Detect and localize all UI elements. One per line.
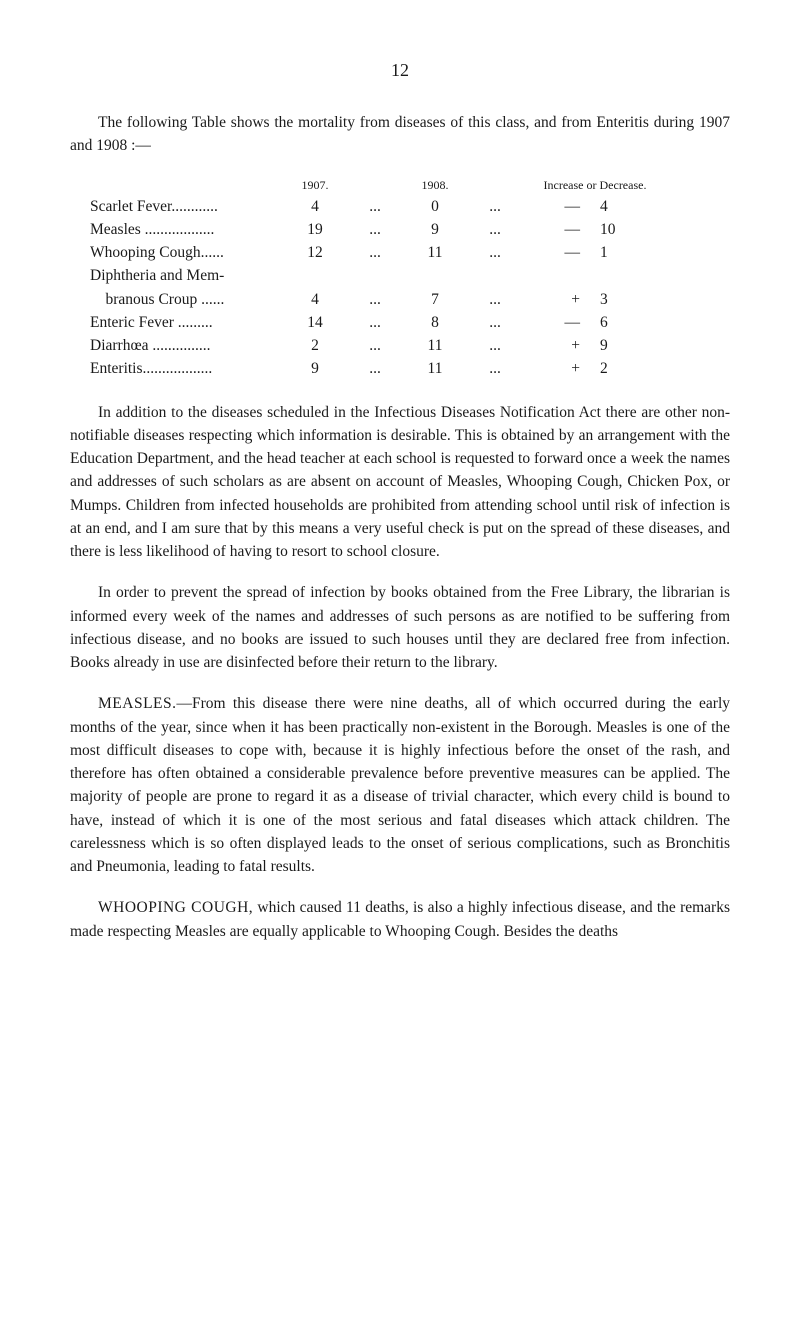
row-sign: — (520, 195, 590, 218)
row-label: Diarrhœa ............... (90, 334, 280, 357)
row-label: Measles .................. (90, 218, 280, 241)
row-val-1907: 2 (280, 334, 350, 357)
row-diff: 9 (590, 334, 670, 357)
page-number: 12 (70, 60, 730, 81)
table-row: Enteric Fever ......... 14 ... 8 ... — 6 (90, 311, 730, 334)
row-val-1907: 12 (280, 241, 350, 264)
header-year-1908: 1908. (400, 178, 470, 193)
row-dots: ... (470, 311, 520, 334)
paragraph-infectious-diseases: In addition to the diseases scheduled in… (70, 401, 730, 564)
row-diff: 1 (590, 241, 670, 264)
row-dots: ... (350, 288, 400, 311)
row-dots: ... (470, 241, 520, 264)
row-diff: 4 (590, 195, 670, 218)
table-row: Scarlet Fever............ 4 ... 0 ... — … (90, 195, 730, 218)
measles-text: —From this disease there were nine death… (70, 695, 730, 875)
header-empty (90, 178, 280, 193)
row-sign: + (520, 288, 590, 311)
row-sign: + (520, 357, 590, 380)
row-val-1907: 19 (280, 218, 350, 241)
row-dots: ... (350, 357, 400, 380)
row-val-1908: 9 (400, 218, 470, 241)
row-label: Whooping Cough...... (90, 241, 280, 264)
row-diff: 2 (590, 357, 670, 380)
row-sign: — (520, 311, 590, 334)
row-dots: ... (470, 218, 520, 241)
row-val-1908: 11 (400, 241, 470, 264)
table-row: Enteritis.................. 9 ... 11 ...… (90, 357, 730, 380)
row-val-1908: 7 (400, 288, 470, 311)
row-dots: ... (350, 218, 400, 241)
table-row: Diarrhœa ............... 2 ... 11 ... + … (90, 334, 730, 357)
row-val-1908: 8 (400, 311, 470, 334)
row-sign (520, 264, 590, 287)
paragraph-whooping-cough: WHOOPING COUGH, which caused 11 deaths, … (70, 896, 730, 943)
row-dots (350, 264, 400, 287)
row-val-1908: 0 (400, 195, 470, 218)
header-spacer (470, 178, 520, 193)
row-sign: — (520, 241, 590, 264)
measles-heading: MEASLES. (98, 695, 177, 712)
table-row: Measles .................. 19 ... 9 ... … (90, 218, 730, 241)
table-row: branous Croup ...... 4 ... 7 ... + 3 (90, 288, 730, 311)
row-val-1907: 4 (280, 288, 350, 311)
row-diff: 3 (590, 288, 670, 311)
row-val-1907: 4 (280, 195, 350, 218)
row-dots: ... (470, 334, 520, 357)
table-header: 1907. 1908. Increase or Decrease. (90, 178, 730, 193)
header-year-1907: 1907. (280, 178, 350, 193)
row-dots: ... (470, 288, 520, 311)
paragraph-measles: MEASLES.—From this disease there were ni… (70, 692, 730, 878)
row-dots (470, 264, 520, 287)
header-increase-decrease: Increase or Decrease. (520, 178, 670, 193)
row-val-1908: 11 (400, 357, 470, 380)
row-label: Enteric Fever ......... (90, 311, 280, 334)
row-diff: 6 (590, 311, 670, 334)
row-diff: 10 (590, 218, 670, 241)
row-dots: ... (350, 311, 400, 334)
row-val-1907: 14 (280, 311, 350, 334)
intro-paragraph: The following Table shows the mortality … (70, 111, 730, 158)
row-label: Diphtheria and Mem- (90, 264, 280, 287)
row-sign: — (520, 218, 590, 241)
whooping-cough-heading: WHOOPING COUGH, (98, 899, 253, 916)
table-row: Whooping Cough...... 12 ... 11 ... — 1 (90, 241, 730, 264)
row-val-1908 (400, 264, 470, 287)
mortality-table: 1907. 1908. Increase or Decrease. Scarle… (90, 178, 730, 381)
row-label: Scarlet Fever............ (90, 195, 280, 218)
row-dots: ... (470, 357, 520, 380)
row-dots: ... (350, 241, 400, 264)
row-sign: + (520, 334, 590, 357)
header-spacer (350, 178, 400, 193)
row-dots: ... (350, 195, 400, 218)
row-dots: ... (350, 334, 400, 357)
row-diff (590, 264, 670, 287)
paragraph-library: In order to prevent the spread of infect… (70, 581, 730, 674)
row-val-1907: 9 (280, 357, 350, 380)
row-val-1907 (280, 264, 350, 287)
row-label: Enteritis.................. (90, 357, 280, 380)
row-label: branous Croup ...... (90, 288, 280, 311)
table-row: Diphtheria and Mem- (90, 264, 730, 287)
row-dots: ... (470, 195, 520, 218)
row-val-1908: 11 (400, 334, 470, 357)
